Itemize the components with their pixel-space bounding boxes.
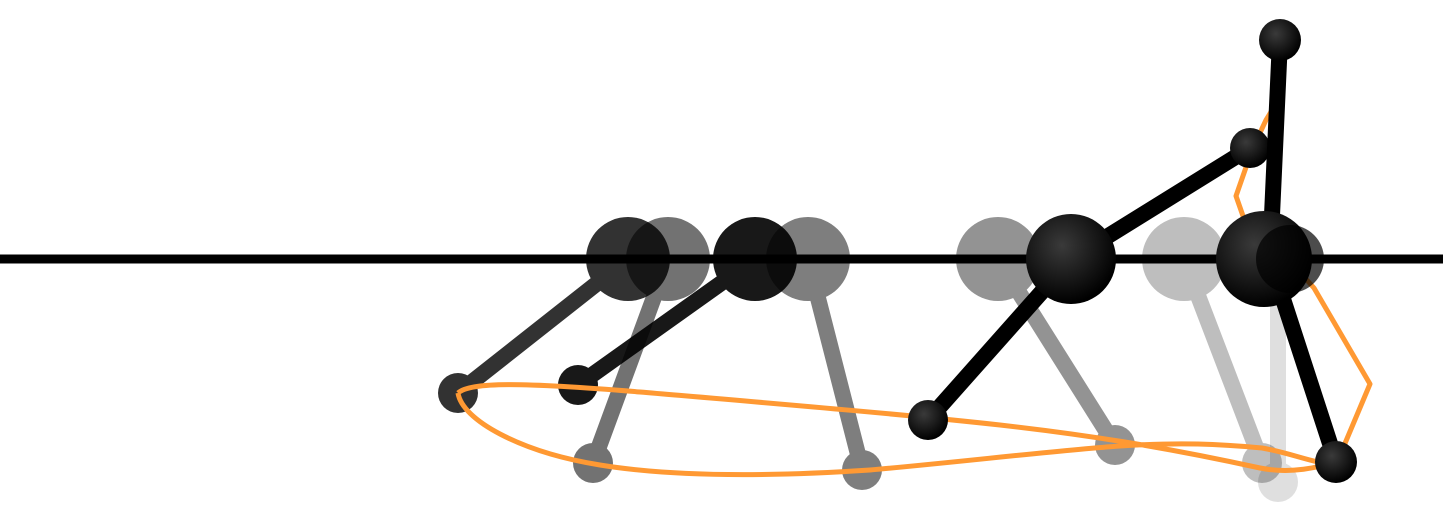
hip-joint <box>1142 217 1226 301</box>
hip-joint <box>713 217 797 301</box>
frame-front-1 <box>908 128 1270 440</box>
hip-joint-overlay <box>1256 225 1324 293</box>
frame-front-2 <box>1216 19 1357 483</box>
foot-joint <box>1315 441 1357 483</box>
hip-joint <box>586 217 670 301</box>
frame-ghost-4 <box>1142 217 1282 483</box>
foot-joint <box>908 400 948 440</box>
knee-joint <box>1230 128 1270 168</box>
top-joint <box>1259 19 1301 61</box>
leg-link <box>990 251 1123 453</box>
hip-joint <box>956 217 1040 301</box>
frame-ghost-3 <box>956 217 1135 465</box>
foot-joint <box>1242 443 1282 483</box>
frame-dark-1 <box>438 217 670 413</box>
leg-link <box>1176 251 1270 471</box>
hip-joint <box>1026 214 1116 304</box>
